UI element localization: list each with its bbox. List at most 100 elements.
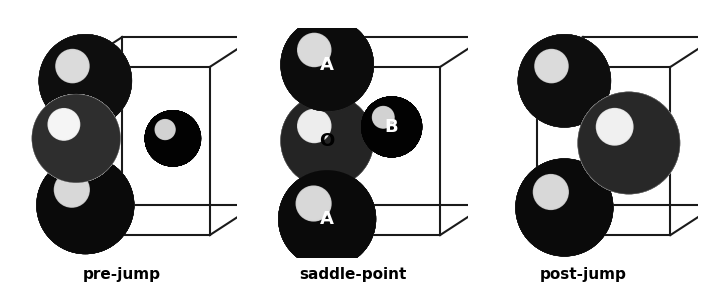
- Ellipse shape: [362, 98, 421, 156]
- Ellipse shape: [145, 111, 200, 166]
- Ellipse shape: [518, 35, 611, 127]
- Ellipse shape: [517, 160, 611, 255]
- Ellipse shape: [362, 98, 421, 156]
- Ellipse shape: [279, 171, 375, 267]
- Ellipse shape: [516, 159, 613, 256]
- Ellipse shape: [33, 95, 119, 181]
- Ellipse shape: [145, 111, 200, 166]
- Ellipse shape: [57, 51, 87, 81]
- Ellipse shape: [299, 111, 329, 141]
- Ellipse shape: [59, 177, 85, 202]
- Ellipse shape: [519, 35, 610, 126]
- Ellipse shape: [38, 158, 133, 253]
- Ellipse shape: [517, 160, 613, 255]
- Ellipse shape: [37, 157, 133, 253]
- Ellipse shape: [282, 96, 372, 186]
- Ellipse shape: [40, 35, 130, 126]
- Ellipse shape: [518, 35, 611, 127]
- Ellipse shape: [60, 121, 68, 128]
- Ellipse shape: [519, 35, 610, 126]
- Ellipse shape: [579, 93, 679, 193]
- Ellipse shape: [145, 111, 200, 166]
- Ellipse shape: [516, 159, 613, 256]
- Ellipse shape: [40, 35, 130, 126]
- Ellipse shape: [381, 116, 385, 119]
- Ellipse shape: [517, 160, 611, 255]
- Ellipse shape: [519, 35, 610, 126]
- Ellipse shape: [376, 111, 390, 124]
- Ellipse shape: [280, 172, 374, 267]
- Ellipse shape: [309, 45, 319, 55]
- Ellipse shape: [580, 93, 678, 193]
- Ellipse shape: [37, 158, 133, 253]
- Ellipse shape: [282, 96, 372, 186]
- Ellipse shape: [517, 160, 612, 255]
- Ellipse shape: [37, 157, 133, 253]
- Ellipse shape: [312, 47, 317, 52]
- Ellipse shape: [280, 172, 374, 267]
- Ellipse shape: [297, 187, 330, 220]
- Ellipse shape: [279, 171, 375, 267]
- Ellipse shape: [362, 97, 422, 157]
- Ellipse shape: [57, 175, 87, 205]
- Ellipse shape: [308, 44, 321, 56]
- Ellipse shape: [579, 93, 679, 193]
- Ellipse shape: [362, 98, 421, 156]
- Ellipse shape: [362, 97, 421, 156]
- Ellipse shape: [282, 20, 372, 110]
- Ellipse shape: [600, 112, 630, 142]
- Ellipse shape: [145, 111, 200, 166]
- Ellipse shape: [519, 35, 610, 126]
- Ellipse shape: [40, 35, 130, 126]
- Ellipse shape: [156, 120, 175, 139]
- Ellipse shape: [69, 63, 75, 69]
- Ellipse shape: [537, 179, 564, 205]
- Ellipse shape: [579, 93, 679, 193]
- Ellipse shape: [40, 36, 130, 126]
- Ellipse shape: [578, 92, 680, 194]
- Ellipse shape: [32, 95, 120, 182]
- Ellipse shape: [281, 19, 373, 110]
- Ellipse shape: [310, 46, 318, 54]
- Ellipse shape: [56, 49, 89, 83]
- Ellipse shape: [68, 61, 78, 71]
- Ellipse shape: [362, 97, 422, 157]
- Ellipse shape: [362, 98, 421, 156]
- Ellipse shape: [307, 197, 320, 210]
- Ellipse shape: [520, 36, 609, 126]
- Ellipse shape: [362, 97, 422, 157]
- Ellipse shape: [68, 186, 76, 194]
- Ellipse shape: [362, 97, 421, 156]
- Ellipse shape: [280, 172, 374, 266]
- Ellipse shape: [33, 95, 119, 182]
- Ellipse shape: [32, 95, 120, 182]
- Ellipse shape: [32, 95, 120, 182]
- Ellipse shape: [280, 172, 374, 266]
- Ellipse shape: [65, 58, 80, 74]
- Ellipse shape: [146, 111, 200, 165]
- Ellipse shape: [33, 96, 119, 181]
- Ellipse shape: [55, 115, 73, 133]
- Ellipse shape: [535, 49, 568, 83]
- Ellipse shape: [302, 113, 327, 139]
- Ellipse shape: [541, 56, 562, 76]
- Ellipse shape: [156, 120, 174, 138]
- Ellipse shape: [517, 160, 612, 255]
- Ellipse shape: [65, 183, 78, 196]
- Ellipse shape: [279, 171, 375, 267]
- Text: post-jump: post-jump: [539, 267, 626, 282]
- Ellipse shape: [579, 93, 679, 193]
- Ellipse shape: [362, 97, 422, 156]
- Ellipse shape: [33, 95, 119, 182]
- Ellipse shape: [520, 36, 609, 126]
- Ellipse shape: [39, 35, 131, 127]
- Ellipse shape: [381, 115, 386, 120]
- Ellipse shape: [362, 98, 421, 156]
- Ellipse shape: [309, 199, 318, 208]
- Ellipse shape: [38, 158, 133, 253]
- Ellipse shape: [281, 95, 373, 186]
- Ellipse shape: [362, 98, 421, 156]
- Ellipse shape: [160, 125, 170, 134]
- Ellipse shape: [37, 157, 133, 253]
- Ellipse shape: [281, 95, 373, 186]
